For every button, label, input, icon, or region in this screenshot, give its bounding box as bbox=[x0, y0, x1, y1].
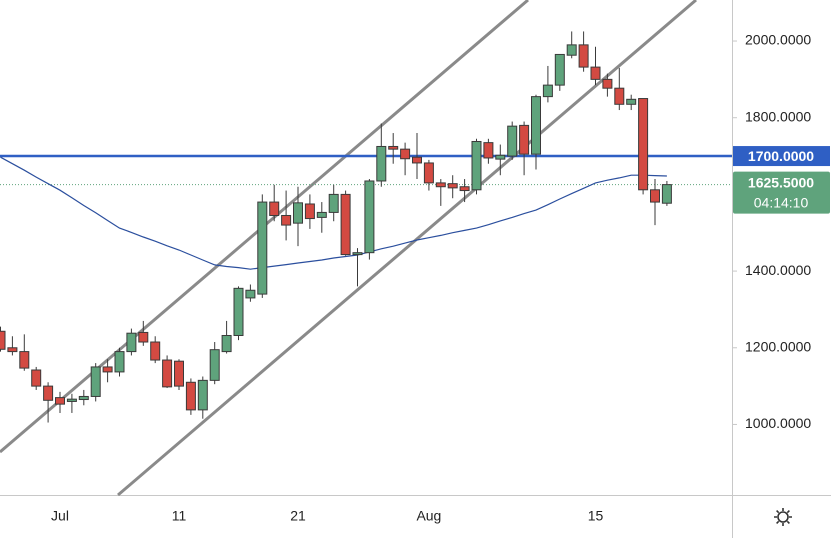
candle-body bbox=[293, 202, 303, 224]
candle-body bbox=[340, 193, 351, 256]
settings-icon[interactable] bbox=[774, 508, 792, 526]
candle-body bbox=[328, 193, 339, 213]
candle-body bbox=[650, 189, 660, 203]
level-label: 1700.0000 bbox=[748, 148, 814, 164]
countdown-label: 04:14:10 bbox=[754, 194, 809, 210]
candle-body bbox=[257, 201, 268, 295]
y-tick-label: 1400.0000 bbox=[745, 262, 811, 278]
candle-body bbox=[471, 140, 482, 191]
y-tick-label: 1200.0000 bbox=[745, 338, 811, 354]
candle-body bbox=[316, 211, 327, 218]
x-tick-label: 15 bbox=[588, 508, 604, 524]
average-line bbox=[0, 156, 667, 270]
candle-body bbox=[138, 331, 149, 343]
y-tick-label: 2000.0000 bbox=[745, 32, 811, 48]
candle-body bbox=[400, 148, 411, 160]
candle-body bbox=[304, 203, 315, 220]
candle-body bbox=[43, 385, 54, 401]
candle-body bbox=[542, 84, 553, 98]
candle-body bbox=[174, 360, 184, 387]
candle-body bbox=[162, 359, 173, 388]
candle-body bbox=[55, 397, 65, 405]
candle-body bbox=[602, 78, 613, 89]
candle-body bbox=[531, 96, 541, 155]
candle-body bbox=[352, 252, 363, 256]
candle-body bbox=[185, 381, 196, 411]
candle-body bbox=[197, 379, 208, 411]
x-tick-label: 11 bbox=[172, 508, 187, 524]
candle-body bbox=[150, 341, 161, 361]
candle-body bbox=[554, 53, 565, 86]
candle-body bbox=[459, 186, 470, 192]
candle-body bbox=[590, 66, 601, 80]
gear-ring bbox=[777, 511, 789, 523]
candle-body bbox=[90, 366, 101, 397]
last-price-label: 1625.5000 bbox=[748, 174, 814, 190]
candle-body bbox=[66, 398, 77, 402]
candle-body bbox=[0, 330, 6, 350]
candle-body bbox=[114, 351, 125, 373]
candle-body bbox=[661, 184, 672, 204]
candle-body bbox=[566, 44, 577, 56]
y-tick-label: 1800.0000 bbox=[745, 108, 811, 124]
candle-body bbox=[269, 201, 280, 216]
candle-body bbox=[233, 287, 244, 336]
candle-body bbox=[7, 347, 18, 353]
candle-body bbox=[364, 180, 375, 254]
candle-body bbox=[245, 289, 256, 299]
y-tick-label: 1000.0000 bbox=[745, 415, 811, 431]
candle-body bbox=[281, 214, 292, 226]
candle-body bbox=[423, 162, 434, 184]
candle-body bbox=[519, 124, 530, 155]
candle-body bbox=[578, 44, 589, 68]
candle-body bbox=[626, 98, 637, 105]
x-tick-label: Jul bbox=[51, 508, 69, 524]
candle-body bbox=[447, 183, 458, 189]
candle-body bbox=[209, 349, 220, 381]
candle-body bbox=[31, 369, 42, 387]
gear-teeth bbox=[774, 508, 792, 526]
candle-body bbox=[614, 87, 625, 105]
candle-body bbox=[495, 154, 506, 160]
x-tick-label: 21 bbox=[290, 508, 306, 524]
candle-body bbox=[412, 156, 422, 164]
channel-line bbox=[117, 0, 697, 497]
candle-body bbox=[388, 145, 399, 150]
x-tick-label: Aug bbox=[416, 508, 441, 524]
candle-body bbox=[19, 351, 30, 369]
level-label-box bbox=[733, 146, 830, 167]
candle-body bbox=[435, 182, 446, 188]
candle-body bbox=[483, 142, 494, 159]
plot-area bbox=[0, 31, 732, 423]
candle-body bbox=[376, 145, 387, 182]
candle-body bbox=[126, 332, 137, 353]
candle-body bbox=[638, 98, 649, 191]
candle-body bbox=[78, 395, 89, 401]
candle-body bbox=[102, 366, 113, 373]
candle-body bbox=[507, 125, 518, 157]
candle-body bbox=[221, 334, 232, 353]
last-price-box bbox=[733, 171, 830, 214]
